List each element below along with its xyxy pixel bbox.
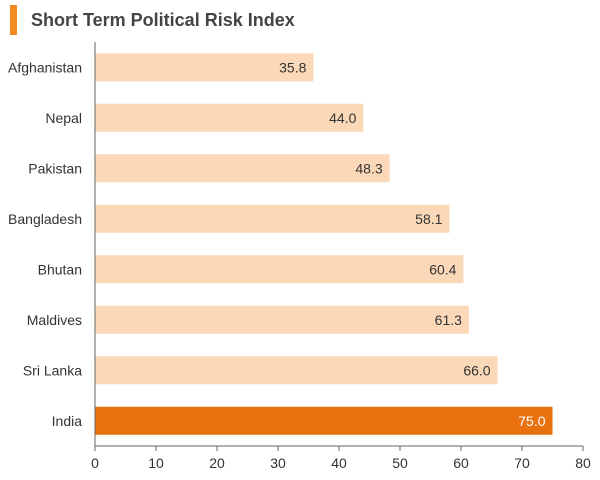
category-label: Bhutan <box>38 261 82 277</box>
bar-bangladesh <box>95 204 450 233</box>
x-tick-label: 40 <box>331 455 347 471</box>
chart-title-text: Short Term Political Risk Index <box>31 9 295 30</box>
category-label: Maldives <box>27 312 82 328</box>
x-tick-label: 10 <box>148 455 164 471</box>
bar-afghanistan <box>95 53 314 82</box>
x-tick-label: 20 <box>209 455 225 471</box>
bar-bhutan <box>95 255 464 284</box>
category-label: Sri Lanka <box>23 362 82 378</box>
value-label: 60.4 <box>429 261 456 277</box>
x-tick-label: 30 <box>270 455 286 471</box>
bar-sri-lanka <box>95 356 498 385</box>
x-tick-label: 80 <box>575 455 591 471</box>
value-label: 61.3 <box>435 312 462 328</box>
bar-nepal <box>95 103 364 132</box>
bar-maldives <box>95 305 469 334</box>
category-label: Pakistan <box>28 160 82 176</box>
category-label: Bangladesh <box>8 211 82 227</box>
x-tick-label: 50 <box>392 455 408 471</box>
value-label: 44.0 <box>329 110 356 126</box>
chart-title: Short Term Political Risk Index <box>10 5 295 35</box>
value-label: 66.0 <box>463 362 490 378</box>
value-label: 48.3 <box>355 160 382 176</box>
value-label: 58.1 <box>415 211 442 227</box>
bar-pakistan <box>95 154 390 183</box>
x-tick-label: 60 <box>453 455 469 471</box>
x-tick-label: 0 <box>91 455 99 471</box>
category-label: Nepal <box>45 110 82 126</box>
title-accent-bar <box>10 5 17 35</box>
value-label: 75.0 <box>518 413 545 429</box>
bar-india <box>95 406 553 435</box>
value-label: 35.8 <box>279 59 306 75</box>
category-label: India <box>52 413 83 429</box>
category-label: Afghanistan <box>8 59 82 75</box>
x-tick-label: 70 <box>514 455 530 471</box>
